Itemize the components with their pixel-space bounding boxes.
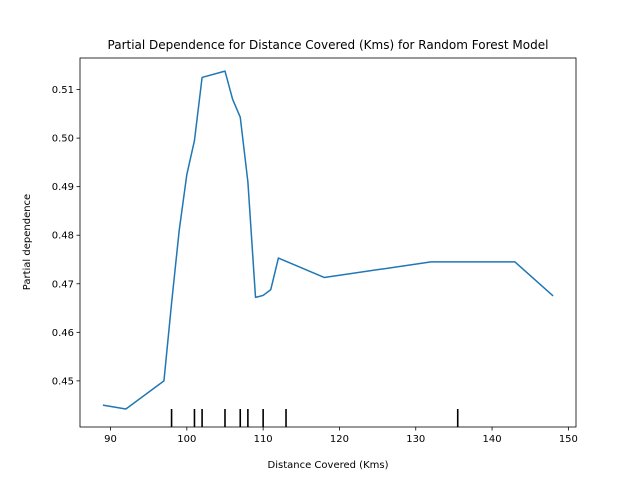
x-tick-label: 120 xyxy=(330,434,349,445)
x-tick-label: 140 xyxy=(483,434,502,445)
x-tick-label: 130 xyxy=(406,434,425,445)
x-axis-label: Distance Covered (Kms) xyxy=(268,460,389,471)
chart-title: Partial Dependence for Distance Covered … xyxy=(108,38,549,52)
y-tick-label: 0.50 xyxy=(52,134,74,145)
y-tick-label: 0.47 xyxy=(52,279,74,290)
axes-frame xyxy=(79,57,577,428)
x-tick-label: 100 xyxy=(177,434,196,445)
y-axis-label: Partial dependence xyxy=(22,194,33,290)
y-tick-label: 0.48 xyxy=(52,231,74,242)
y-tick-label: 0.45 xyxy=(52,376,74,387)
x-tick-label: 150 xyxy=(559,434,578,445)
plot-area: 90 100 110 120 130 140 150 0.45 0.46 0.47 0.48 0.49… xyxy=(52,57,578,445)
y-tick-label: 0.46 xyxy=(52,328,74,339)
y-tick-label: 0.49 xyxy=(52,182,74,193)
x-tick-label: 90 xyxy=(104,434,117,445)
series-line xyxy=(102,70,554,410)
y-tick-label: 0.51 xyxy=(52,85,74,96)
x-tick-label: 110 xyxy=(254,434,273,445)
